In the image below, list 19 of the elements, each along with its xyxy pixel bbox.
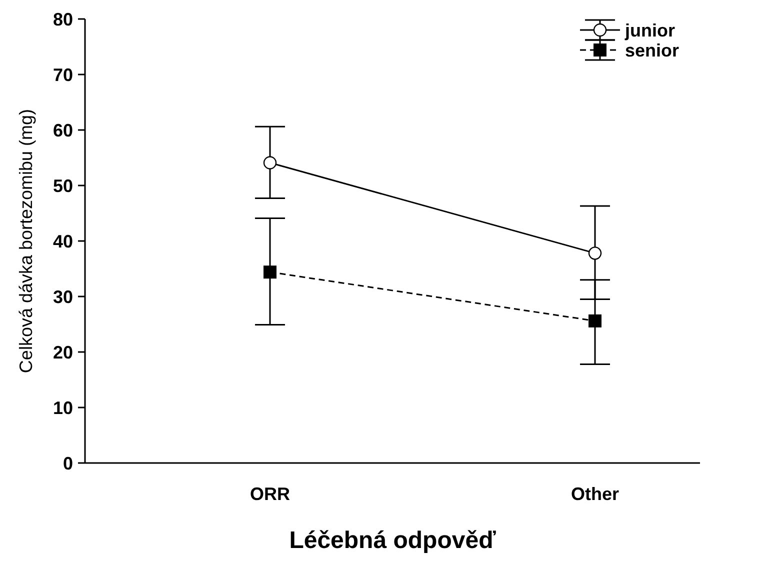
- point: [588, 246, 602, 260]
- x-tick-label: ORR: [250, 484, 290, 504]
- x-tick-label: Other: [570, 484, 620, 504]
- x-axis-title: Léčebná odpověď: [289, 527, 497, 554]
- legend-label: senior: [625, 40, 680, 60]
- y-tick-label: 20: [52, 342, 73, 362]
- y-tick-label: 30: [52, 286, 73, 307]
- point: [263, 156, 277, 170]
- y-tick-label: 60: [52, 120, 73, 140]
- y-tick-label: 80: [52, 9, 73, 30]
- y-tick-label: 10: [52, 398, 73, 418]
- y-axis-title: Celková dávka bortezomibu (mg): [16, 108, 36, 374]
- point: [588, 314, 602, 328]
- y-tick-label: 70: [52, 64, 73, 85]
- y-tick-label: 50: [52, 176, 73, 196]
- point: [264, 266, 276, 279]
- y-tick-label: 40: [52, 231, 73, 252]
- legend-label: junior: [624, 20, 675, 40]
- y-tick-label: 0: [62, 453, 73, 474]
